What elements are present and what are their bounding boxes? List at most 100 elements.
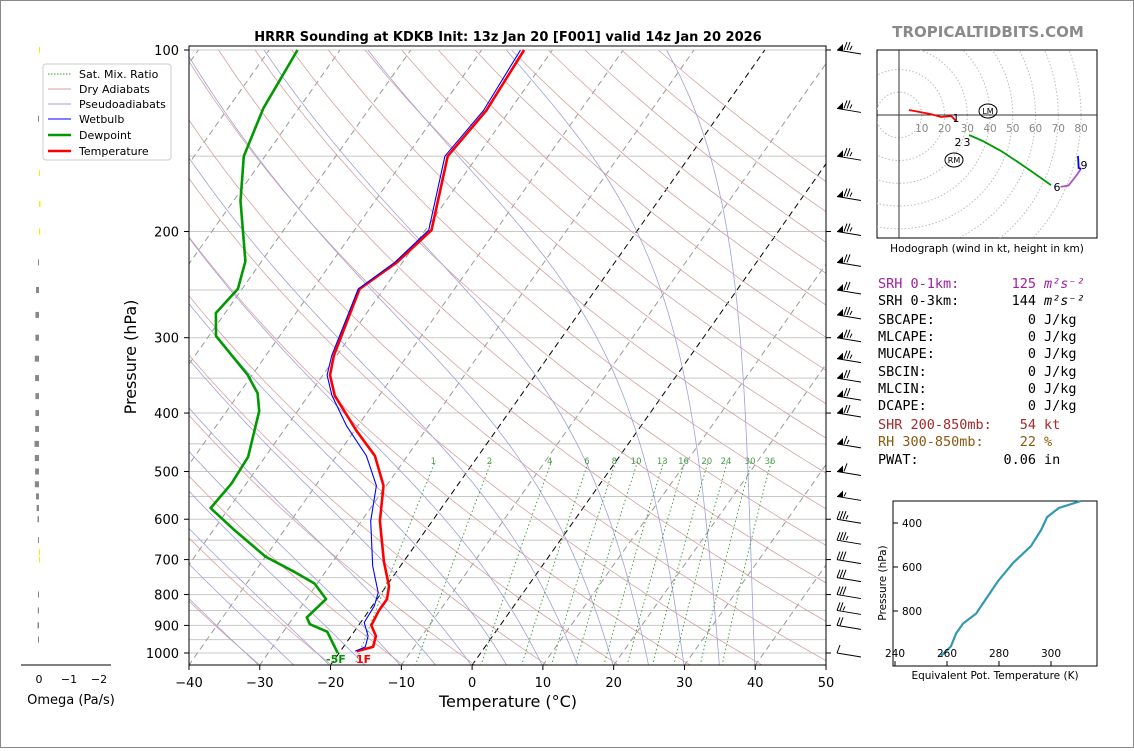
thetae-x-tick-label: 300 [1041,648,1061,660]
wind-barb-full [843,387,848,397]
x-tick-label: −10 [388,676,415,691]
wind-barb-staff [836,652,862,658]
stat-row: MLCIN: 0 J/kg [878,381,1077,397]
y-tick-label: 400 [154,407,179,422]
stat-label: SRH 0-3km: [878,293,959,309]
stat-value: 0 [1028,364,1036,380]
wind-barb-full [846,350,851,359]
wind-barb-full [846,404,851,414]
wind-barb [836,586,862,600]
y-tick-label: 600 [154,513,179,528]
dry-adiabat [189,60,826,622]
omega-bar [39,556,40,563]
stat-label: RH 300-850mb: [878,434,984,450]
wind-barb-staff [836,337,862,343]
y-axis-label: Pressure (hPa) [121,300,140,415]
stat-row: RH 300-850mb: 22% [878,434,1052,450]
stat-label: DCAPE: [878,398,927,414]
omega-bar [38,591,39,598]
wind-barb [836,148,862,161]
stat-unit: kt [1044,417,1060,433]
omega-bar [38,115,39,122]
wind-barb-half [849,227,853,232]
omega-bar [37,516,39,523]
omega-bar [35,311,39,318]
mixing-ratio-line [521,460,590,665]
mixing-ratio-line [574,460,639,665]
omega-bar [39,228,41,235]
wind-barb-full [839,551,844,560]
dry-adiabat [189,475,405,665]
pseudoadiabat [189,237,543,665]
wind-barb-staff [836,559,862,565]
y-tick-label: 800 [154,589,179,604]
wind-barb-full [846,329,851,338]
hodograph-ring-label: 20 [938,123,951,135]
skewt-profiles [209,49,526,654]
rm-marker [944,152,964,168]
legend: Sat. Mix. Ratio Dry Adiabats Pseudoadiab… [42,63,172,161]
wind-barb-staff [836,261,862,267]
wind-barb-full [843,350,848,359]
omega-tick-0: 0 [36,673,43,686]
stat-row: DCAPE: 0 J/kg [878,398,1077,414]
x-tick-label: −40 [175,676,202,691]
stat-unit: J/kg [1044,381,1077,397]
skewt-background-lines: 1 2 4 6 8 10 13 16 20 24 30 36 [189,49,826,665]
wind-barb-full [846,100,851,109]
wind-barb-full [846,254,851,263]
mixing-ratio-line [415,460,492,665]
dry-adiabat [189,600,261,665]
hodograph-ring-label: 60 [1029,123,1042,135]
wind-barb [836,41,862,55]
thetae-x-tick-label: 240 [885,648,905,660]
mixing-ratio-label: 16 [678,457,689,467]
dry-adiabat [291,49,826,510]
dry-adiabat [189,537,333,665]
pseudoadiabat [666,49,756,665]
wind-barb-pennant [837,372,843,380]
wind-barb-staff [836,289,862,295]
dry-adiabat [401,49,826,405]
mixing-ratio-label: 4 [547,457,552,467]
stat-value: 0 [1028,398,1036,414]
pseudoadiabat [189,157,579,665]
wind-barb-staff [836,495,862,501]
wind-barb [836,369,862,383]
wind-barb-half [845,535,849,541]
isotherm-line [471,162,826,665]
hodograph-height-label: 2 [955,136,962,149]
stat-label: SHR 200-850mb: [878,417,992,433]
wetbulb-line [326,49,521,652]
wind-barb-full [839,532,844,541]
wind-barb-pennant [837,490,843,498]
wind-barb-staff [836,107,862,113]
wind-barb-full [843,435,848,445]
wind-barb-pennant [837,44,843,51]
wind-barb-full [839,511,844,520]
isotherm-line [189,49,553,566]
wind-barb-full [843,463,848,472]
pseudoadiabat [189,598,260,665]
wind-barb-half [849,104,853,109]
omega-bar [39,200,41,207]
wind-barb-full [842,551,847,560]
wind-barb-staff [836,609,862,615]
wind-barb-staff [836,196,862,202]
wind-barb-pennant [837,150,843,158]
wind-barb-half [849,333,853,338]
omega-bar [36,493,39,500]
thetae-y-tick-label: 600 [902,562,922,574]
wind-barb-half [849,45,853,51]
wind-barb-full [839,617,844,626]
omega-tick-2: −2 [91,673,107,686]
chart-title: HRRR Sounding at KDKB Init: 13z Jan 20 [… [254,30,761,45]
wind-barb-full [846,148,851,157]
stat-value: 0 [1028,329,1036,345]
wind-barb [836,644,862,658]
mixing-ratio-line [480,460,553,665]
mixing-ratio-label: 10 [631,457,642,467]
omega-bar [39,170,40,177]
stat-row: MUCAPE: 0 J/kg [878,346,1077,362]
